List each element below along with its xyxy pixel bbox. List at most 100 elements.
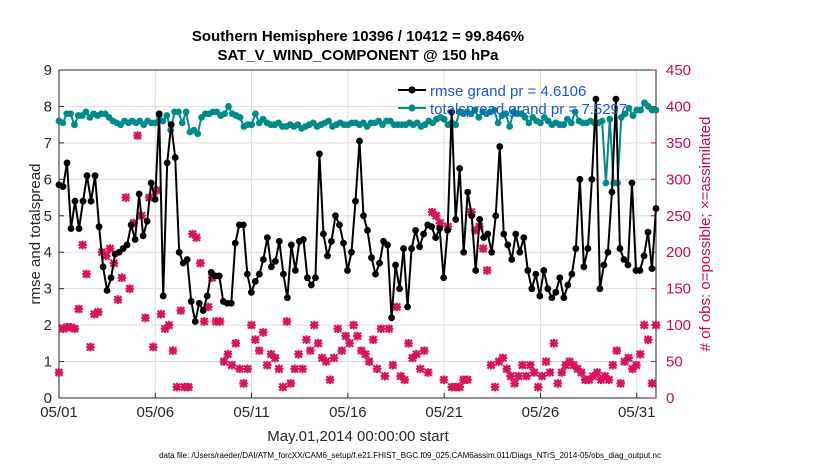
rmse-point [95, 223, 103, 231]
obs-point [506, 371, 515, 381]
obs-point [282, 317, 292, 326]
obs-point [266, 349, 276, 359]
plot-frame [58, 69, 657, 399]
y-tick-label: 2 [44, 317, 52, 334]
spread-point [225, 103, 232, 110]
rmse-point [556, 274, 564, 282]
obs-point [620, 357, 629, 366]
obs-point [93, 307, 103, 317]
obs-point [463, 375, 472, 385]
rmse-point [572, 245, 580, 252]
rmse-point [616, 245, 624, 252]
obs-point [192, 233, 201, 242]
chart-subtitle: SAT_V_WIND_COMPONENT @ 150 hPa [217, 47, 499, 64]
rmse-point [500, 230, 508, 238]
obs-point [227, 360, 237, 370]
rmse-point [308, 281, 315, 289]
rmse-point [588, 175, 596, 183]
spread-point [598, 117, 606, 125]
y-right-tick-label: 150 [666, 281, 691, 298]
footnote: data file: /Users/raeder/DAI/ATM_forcXX/… [159, 451, 661, 460]
obs-point [196, 258, 205, 268]
rmse-point [464, 188, 472, 196]
obs-point [251, 335, 260, 344]
spread-point [163, 112, 171, 119]
rmse-line [58, 99, 657, 322]
legend-spread-label: totalspread grand pr = 7.5297 [430, 101, 627, 118]
rmse-point [624, 261, 632, 269]
obs-point [372, 364, 382, 374]
obs-point [392, 302, 402, 312]
obs-point [616, 379, 625, 388]
obs-point [490, 382, 500, 392]
rmse-point [432, 234, 440, 242]
series-rmse [55, 95, 660, 325]
obs-point [309, 320, 319, 330]
spread-point [159, 117, 167, 125]
obs-point [286, 379, 296, 388]
rmse-point [231, 239, 239, 247]
rmse-point [279, 270, 287, 278]
rmse-point [139, 232, 147, 240]
obs-point [203, 302, 213, 312]
rmse-point [396, 285, 403, 293]
obs-point [200, 317, 209, 326]
obs-point [376, 324, 386, 334]
rmse-point [287, 241, 295, 249]
obs-point [557, 368, 567, 377]
rmse-point [191, 318, 199, 325]
obs-point [404, 339, 413, 348]
obs-point [341, 331, 351, 341]
rmse-point [291, 267, 299, 274]
rmse-point [452, 216, 460, 223]
obs-point [384, 324, 394, 334]
x-tick-label: 05/31 [618, 404, 656, 421]
obs-point [439, 375, 449, 385]
rmse-point [416, 243, 424, 251]
obs-point [553, 379, 563, 388]
spread-point [490, 106, 498, 114]
obs-point [345, 339, 354, 348]
rmse-point [83, 172, 91, 180]
obs-point [604, 375, 614, 385]
y-right-tick-label: 300 [666, 171, 691, 188]
rmse-point [628, 179, 636, 187]
rmse-point [516, 248, 524, 256]
rmse-point [75, 225, 83, 232]
obs-point [584, 375, 594, 385]
spread-point [494, 119, 502, 127]
obs-point [529, 368, 539, 377]
obs-point [541, 357, 551, 366]
spread-point [571, 108, 579, 116]
rmse-point [484, 230, 492, 238]
obs-point [58, 324, 68, 334]
obs-point [533, 382, 543, 392]
rmse-point [440, 274, 448, 282]
legend-spread-marker [408, 104, 416, 112]
rmse-point [99, 263, 107, 271]
rmse-point [524, 267, 532, 274]
spread-point [59, 119, 67, 127]
rmse-point [488, 248, 496, 256]
chart-title: Southern Hemisphere 10396 / 10412 = 99.8… [192, 28, 524, 45]
spread-point [602, 179, 610, 187]
x-tick-label: 05/11 [233, 404, 269, 421]
rmse-point [336, 221, 343, 229]
x-axis-label: May.01,2014 00:00:00 start [267, 428, 449, 445]
obs-point [349, 320, 358, 330]
rmse-point [167, 121, 175, 129]
rmse-point [67, 225, 75, 232]
obs-point [498, 353, 508, 363]
rmse-point [91, 172, 99, 180]
obs-point [148, 342, 158, 352]
obs-point [219, 357, 229, 366]
rmse-point [504, 241, 512, 249]
spread-point [637, 106, 644, 114]
rmse-point [203, 292, 211, 300]
rmse-point [600, 261, 608, 269]
y-tick-label: 0 [44, 390, 52, 407]
rmse-point [560, 294, 568, 302]
rmse-point [468, 212, 476, 220]
obs-point [482, 266, 492, 275]
spread-point [629, 112, 637, 119]
